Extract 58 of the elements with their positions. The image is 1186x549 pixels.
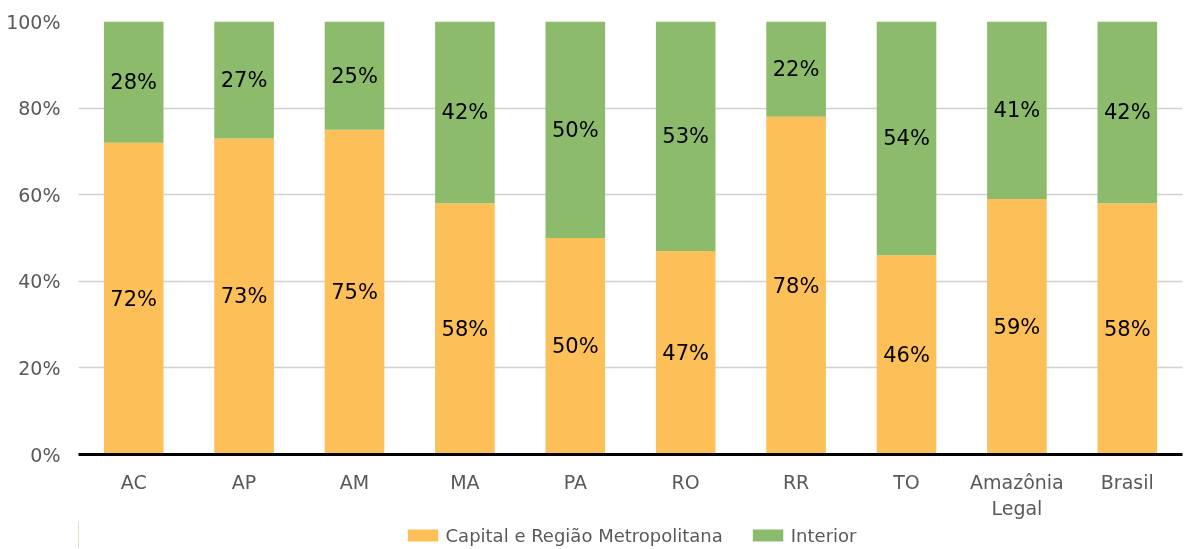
data-label: 22% xyxy=(772,57,820,82)
bar xyxy=(435,21,495,204)
y-tick-label: 80% xyxy=(18,97,61,120)
data-label: 47% xyxy=(662,340,710,365)
bar xyxy=(324,129,385,455)
data-label: 42% xyxy=(1103,100,1151,125)
x-tick-label: RR xyxy=(782,470,810,493)
data-label: 42% xyxy=(441,100,489,125)
data-label: 25% xyxy=(331,63,378,88)
data-label: 27% xyxy=(220,67,268,92)
y-tick-label: 20% xyxy=(18,356,61,379)
data-label: 59% xyxy=(993,314,1041,339)
data-label: 72% xyxy=(110,286,158,311)
x-tick-label: AP xyxy=(231,470,257,493)
data-label: 75% xyxy=(331,280,378,305)
data-label: 46% xyxy=(883,342,930,367)
data-label: 53% xyxy=(662,124,710,149)
x-tick-label: Amazônia Legal xyxy=(970,470,1064,519)
bar xyxy=(545,238,606,455)
bar xyxy=(987,199,1047,455)
bar xyxy=(876,21,937,256)
bar xyxy=(103,21,164,143)
data-label: 78% xyxy=(772,273,820,298)
data-label: 50% xyxy=(551,117,599,142)
y-tick-label: 40% xyxy=(18,270,61,293)
x-tick-label: PA xyxy=(563,470,587,493)
x-tick-label: AC xyxy=(120,470,147,493)
x-tick-label: AM xyxy=(339,470,370,493)
bar xyxy=(876,255,937,455)
data-label: 50% xyxy=(551,334,599,359)
x-tick-label: MA xyxy=(450,470,480,493)
bar xyxy=(766,21,826,117)
bar xyxy=(214,21,274,139)
x-tick-label: TO xyxy=(892,470,920,493)
data-label: 28% xyxy=(110,70,158,95)
data-label: 58% xyxy=(1103,316,1151,341)
data-label: 54% xyxy=(883,126,930,151)
bar xyxy=(1097,21,1158,204)
bar xyxy=(987,21,1047,200)
bar xyxy=(655,250,716,455)
y-tick-label: 60% xyxy=(18,183,61,206)
legend-label: Interior xyxy=(790,524,857,545)
bar xyxy=(435,203,495,455)
bar xyxy=(1097,203,1158,455)
data-label: 41% xyxy=(993,98,1041,123)
data-label: 73% xyxy=(220,284,268,309)
x-tick-label: RO xyxy=(671,470,700,493)
data-label: 58% xyxy=(441,316,489,341)
bar xyxy=(324,21,385,130)
x-tick-label: Brasil xyxy=(1100,470,1154,493)
bar xyxy=(766,116,826,455)
legend-label: Capital e Região Metropolitana xyxy=(445,524,723,545)
y-tick-label: 100% xyxy=(6,10,61,33)
bar xyxy=(545,21,606,238)
y-tick-label: 0% xyxy=(30,443,61,466)
bar xyxy=(103,142,164,455)
bar xyxy=(655,21,716,251)
bar xyxy=(214,138,274,455)
